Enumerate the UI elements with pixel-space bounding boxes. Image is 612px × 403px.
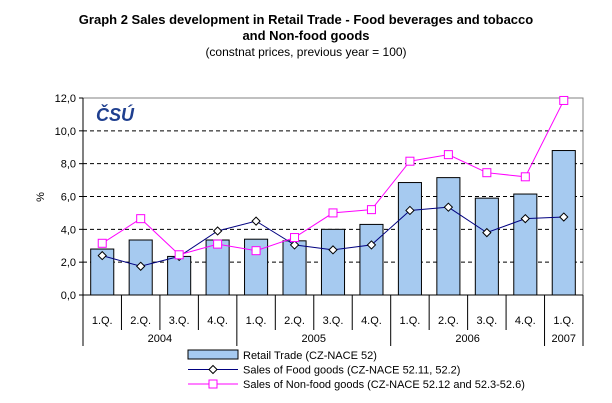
data-point	[251, 216, 261, 226]
data-point	[405, 156, 415, 166]
bar	[397, 182, 422, 296]
bar	[436, 177, 461, 296]
chart-title-line2: and Non-food goods	[242, 28, 370, 43]
bar	[551, 150, 576, 296]
x-tick-label: 1.Q.	[553, 315, 574, 327]
data-point	[97, 250, 107, 261]
data-point	[212, 226, 223, 236]
bar	[513, 193, 538, 296]
y-tick-label: 10,0	[55, 126, 76, 138]
x-tick-label: 4.Q.	[515, 315, 536, 327]
x-tick-label: 2.Q.	[438, 315, 459, 327]
y-tick-label: 4,0	[61, 224, 76, 236]
y-tick-label: 6,0	[61, 192, 76, 204]
data-point	[559, 212, 569, 222]
legend-swatch	[187, 349, 239, 360]
year-label: 2007	[552, 333, 576, 345]
legend-marker	[208, 379, 218, 389]
y-tick-label: 0,0	[61, 290, 76, 302]
y-tick-label: 12,0	[55, 93, 76, 105]
year-label: 2006	[455, 333, 479, 345]
x-tick-label: 2.Q.	[130, 315, 151, 327]
bar	[167, 255, 192, 296]
x-tick-label: 3.Q.	[323, 315, 344, 327]
data-point	[366, 240, 377, 250]
data-point	[405, 205, 415, 216]
legend-label: Sales of Non-food goods (CZ-NACE 52.12 a…	[243, 379, 525, 391]
data-point	[482, 168, 492, 178]
data-point	[443, 202, 454, 212]
data-point	[328, 245, 338, 255]
x-tick-label: 1.Q.	[246, 315, 267, 327]
legend-label: Retail Trade (CZ-NACE 52)	[243, 350, 377, 362]
x-tick-label: 4.Q.	[207, 315, 228, 327]
y-tick-label: 2,0	[61, 257, 76, 269]
year-label: 2004	[148, 333, 172, 345]
x-tick-label: 1.Q.	[92, 315, 113, 327]
data-point	[174, 250, 184, 260]
chart-title: Graph 2 Sales development in Retail Trad…	[78, 12, 534, 27]
data-point	[520, 213, 531, 224]
bar	[474, 197, 499, 296]
data-point	[328, 208, 338, 218]
data-point	[482, 227, 492, 238]
y-tick-label: 8,0	[61, 159, 76, 171]
data-point	[136, 214, 146, 224]
data-point	[366, 205, 376, 215]
bar	[320, 228, 346, 296]
data-point	[559, 95, 569, 105]
legend-label: Sales of Food goods (CZ-NACE 52.11, 52.2…	[243, 365, 460, 377]
cso-logo: ČSÚ	[96, 104, 135, 125]
data-point	[213, 239, 223, 249]
chart-subtitle: (constnat prices, previous year = 100)	[205, 45, 407, 59]
data-point	[290, 233, 300, 243]
data-point	[289, 240, 300, 250]
legend-marker	[208, 364, 218, 375]
x-tick-label: 3.Q.	[169, 315, 190, 327]
data-point	[135, 261, 146, 271]
data-point	[97, 238, 107, 248]
year-label: 2005	[302, 333, 326, 345]
bar	[359, 223, 384, 296]
data-point	[251, 246, 261, 256]
x-tick-label: 2.Q.	[284, 315, 305, 327]
data-point	[520, 172, 530, 182]
x-tick-label: 3.Q.	[476, 315, 497, 327]
x-tick-label: 1.Q.	[400, 315, 421, 327]
data-point	[443, 150, 453, 160]
y-axis-label: %	[35, 192, 47, 202]
x-tick-label: 4.Q.	[361, 315, 382, 327]
